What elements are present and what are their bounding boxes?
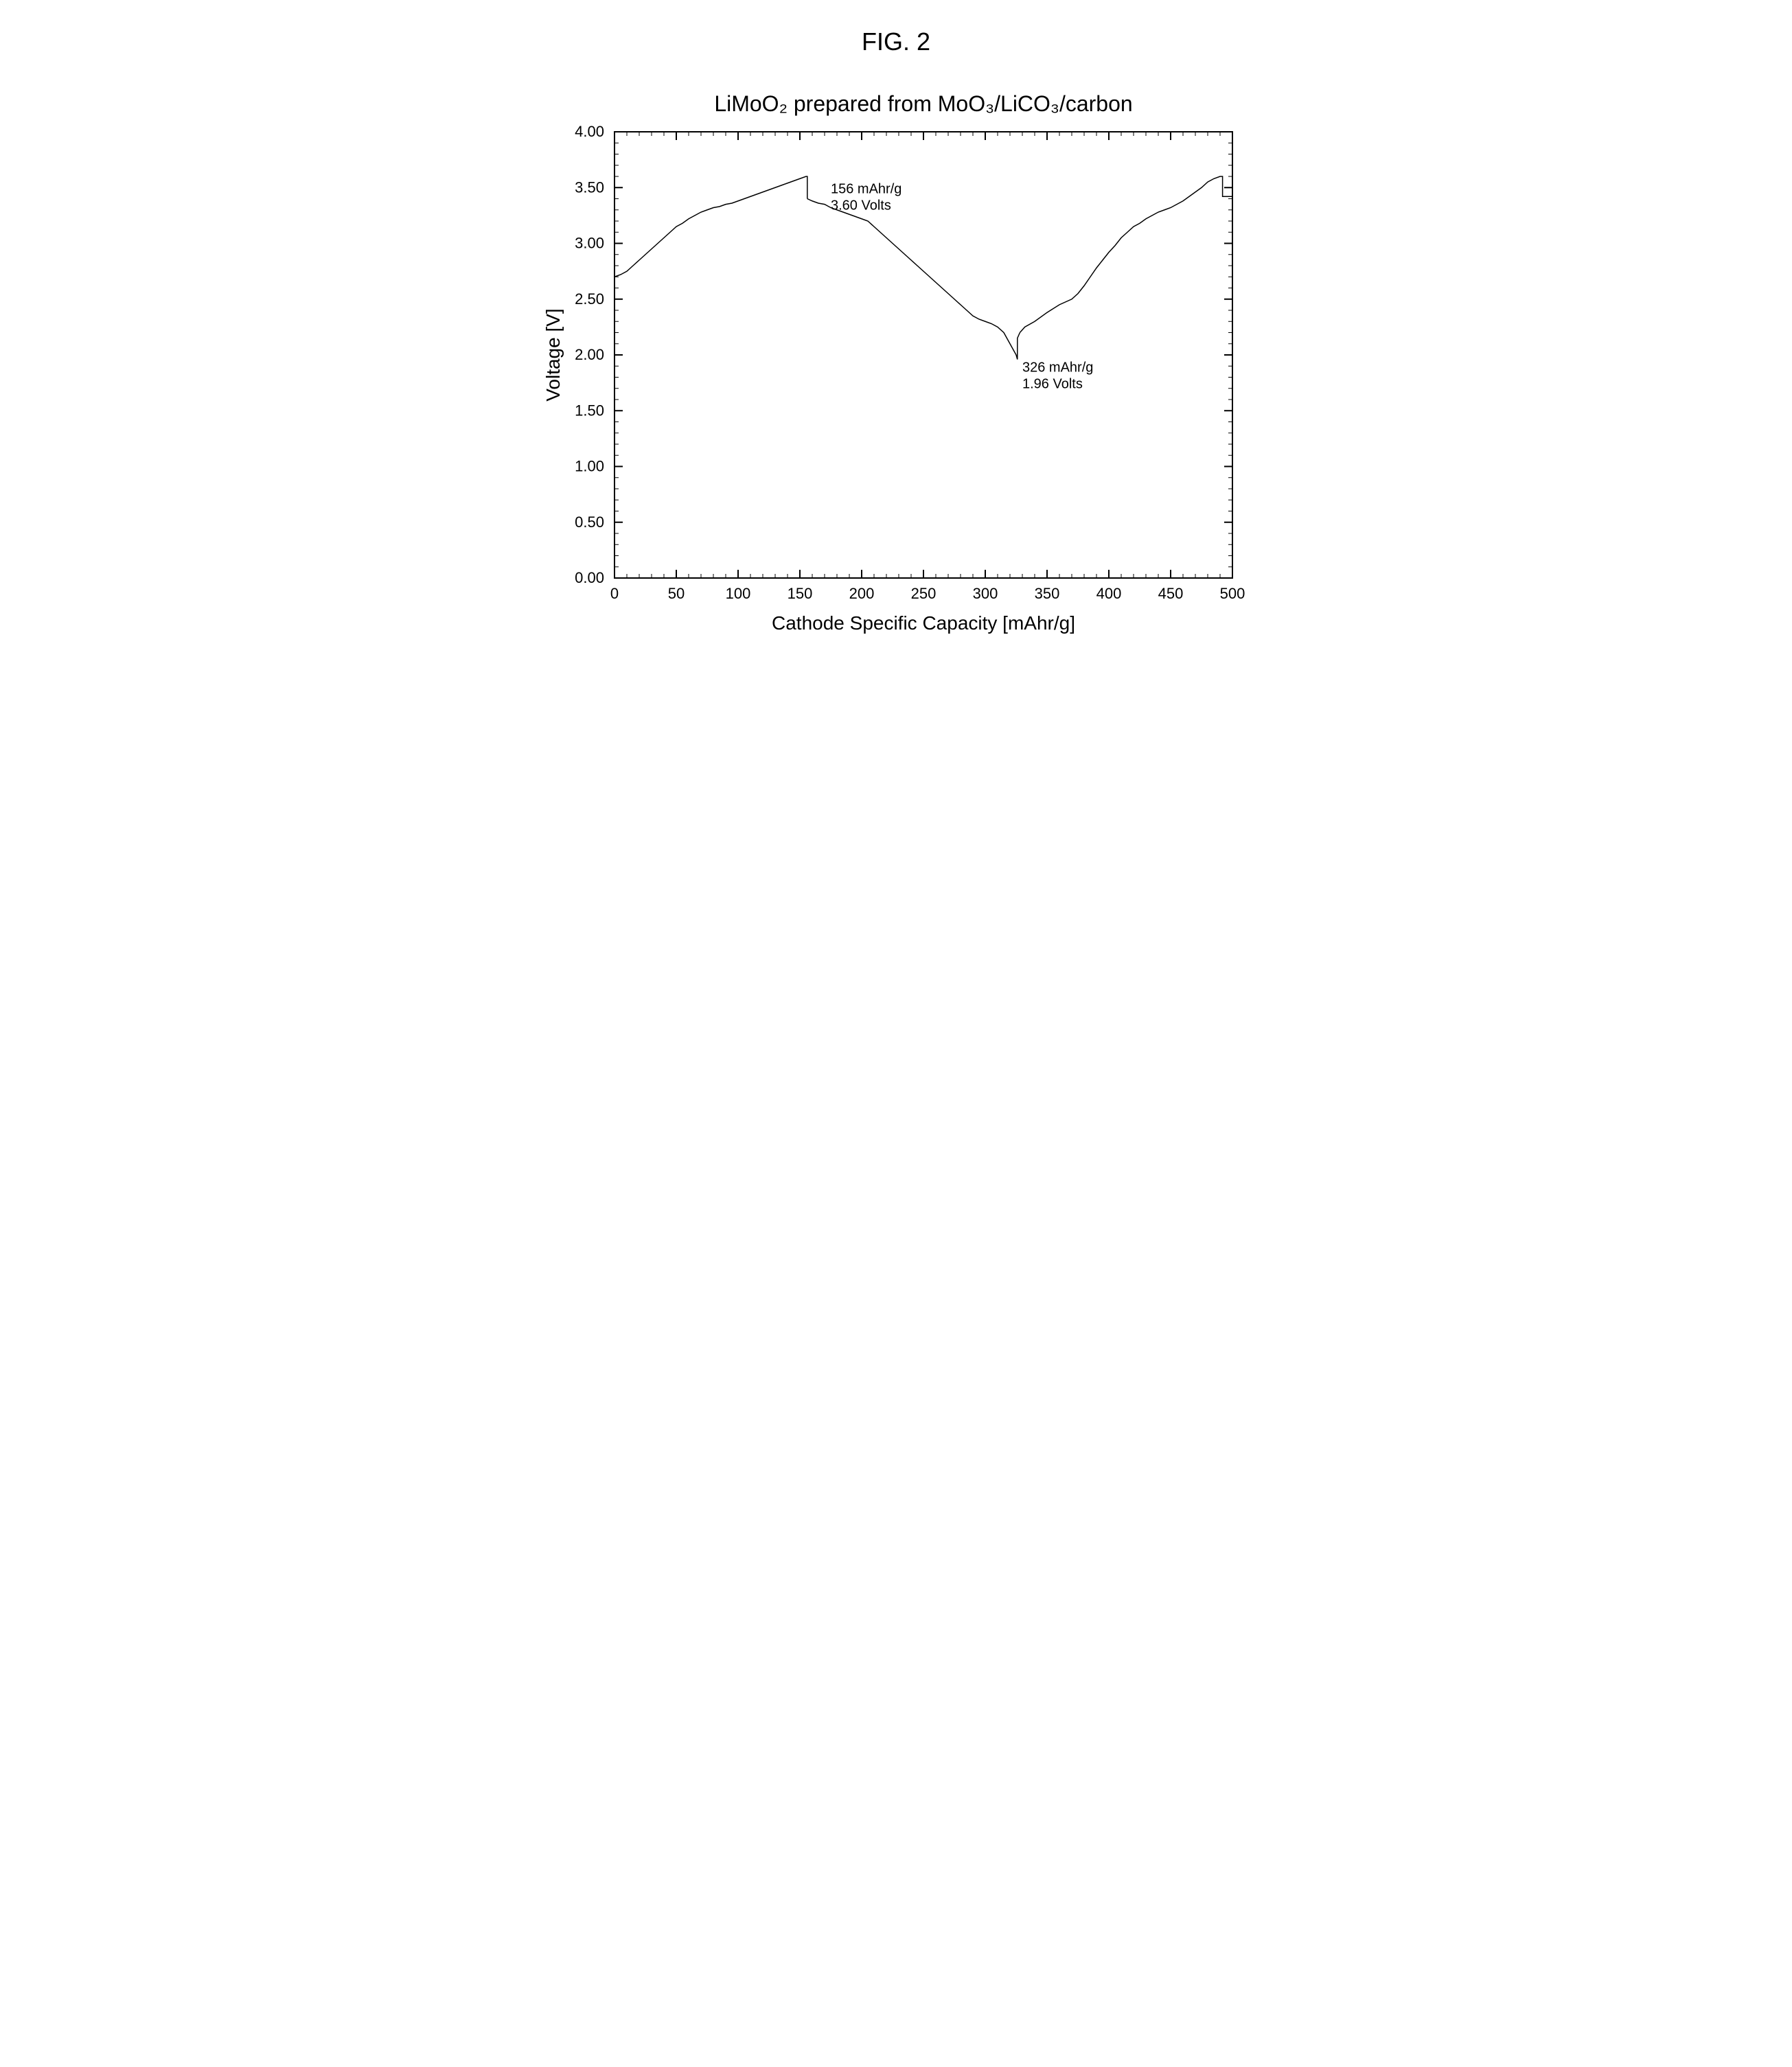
svg-text:500: 500 (1220, 585, 1245, 602)
svg-text:3.00: 3.00 (575, 235, 604, 252)
voltage-capacity-chart: LiMoO₂ prepared from MoO₃/LiCO₃/carbon 0 5… (532, 77, 1260, 647)
svg-text:3.60 Volts: 3.60 Volts (831, 198, 891, 213)
svg-text:100: 100 (726, 585, 751, 602)
svg-text:4.00: 4.00 (575, 123, 604, 140)
svg-text:300: 300 (973, 585, 998, 602)
svg-text:0: 0 (610, 585, 619, 602)
svg-text:156 mAhr/g: 156 mAhr/g (831, 181, 901, 196)
svg-text:2.00: 2.00 (575, 346, 604, 363)
svg-text:3.50: 3.50 (575, 178, 604, 196)
svg-text:450: 450 (1158, 585, 1184, 602)
svg-text:1.50: 1.50 (575, 402, 604, 419)
svg-text:400: 400 (1096, 585, 1122, 602)
svg-text:50: 50 (668, 585, 685, 602)
svg-text:350: 350 (1035, 585, 1060, 602)
svg-text:150: 150 (788, 585, 813, 602)
svg-text:1.00: 1.00 (575, 458, 604, 475)
svg-text:1.96 Volts: 1.96 Volts (1022, 376, 1083, 391)
svg-text:0.50: 0.50 (575, 513, 604, 531)
figure-label: FIG. 2 (862, 27, 930, 56)
figure-container: FIG. 2 LiMoO₂ prepared from MoO₃/LiCO₃/c… (27, 27, 1765, 647)
svg-text:LiMoO₂ prepared from MoO₃/LiCO: LiMoO₂ prepared from MoO₃/LiCO₃/carbon (714, 91, 1132, 116)
svg-text:326 mAhr/g: 326 mAhr/g (1022, 360, 1093, 375)
chart-wrapper: LiMoO₂ prepared from MoO₃/LiCO₃/carbon 0 5… (532, 77, 1260, 647)
svg-text:250: 250 (911, 585, 937, 602)
svg-text:200: 200 (849, 585, 875, 602)
svg-text:Voltage [V]: Voltage [V] (542, 308, 564, 401)
svg-text:0.00: 0.00 (575, 569, 604, 586)
svg-text:Cathode Specific Capacity [mAh: Cathode Specific Capacity [mAhr/g] (772, 612, 1075, 634)
svg-text:2.50: 2.50 (575, 290, 604, 308)
